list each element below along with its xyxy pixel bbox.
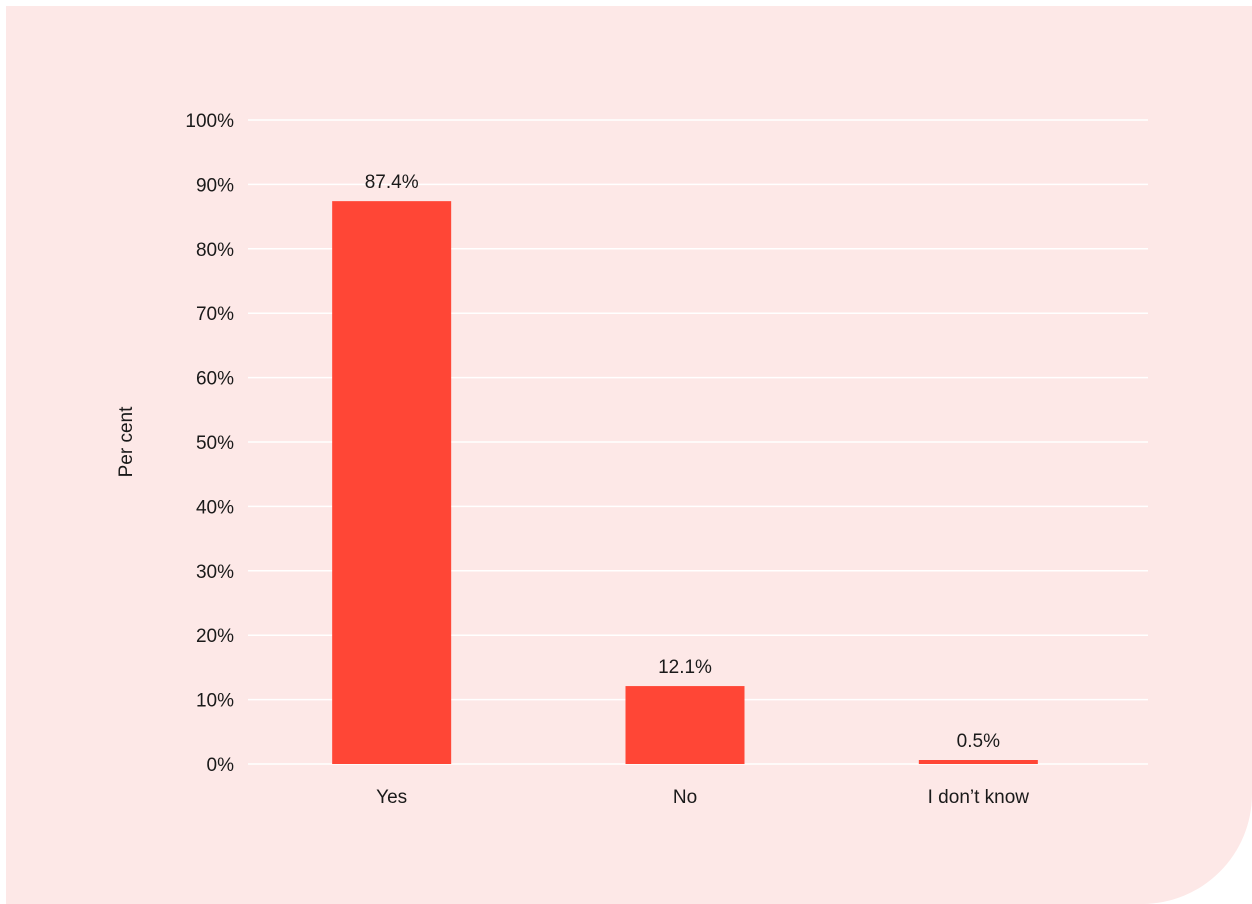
y-tick-label: 10% [196,691,234,712]
y-tick-label: 40% [196,497,234,518]
bar [625,686,745,764]
y-axis-tick-labels: 0% 10% 20% 30% 40% 50% 60% 70% 80% 90% 100% [185,111,234,776]
x-axis-category-labels: Yes No I don’t know [376,787,1029,808]
y-tick-label: 30% [196,562,234,583]
bars [332,201,1038,765]
category-label: I don’t know [928,787,1030,808]
y-tick-label: 100% [185,111,234,132]
category-label: No [673,787,697,808]
category-label: Yes [376,787,407,808]
y-axis-title: Per cent [116,406,137,477]
y-tick-label: 20% [196,626,234,647]
bar [918,760,1038,764]
y-tick-label: 80% [196,240,234,261]
data-label: 87.4% [365,172,419,193]
data-label: 12.1% [658,657,712,678]
y-tick-label: 70% [196,304,234,325]
y-tick-label: 0% [207,755,235,776]
y-tick-label: 50% [196,433,234,454]
y-tick-label: 90% [196,175,234,196]
bar [332,201,452,765]
data-labels: 87.4% 12.1% 0.5% [365,172,1000,752]
y-tick-label: 60% [196,369,234,390]
data-label: 0.5% [957,731,1000,752]
